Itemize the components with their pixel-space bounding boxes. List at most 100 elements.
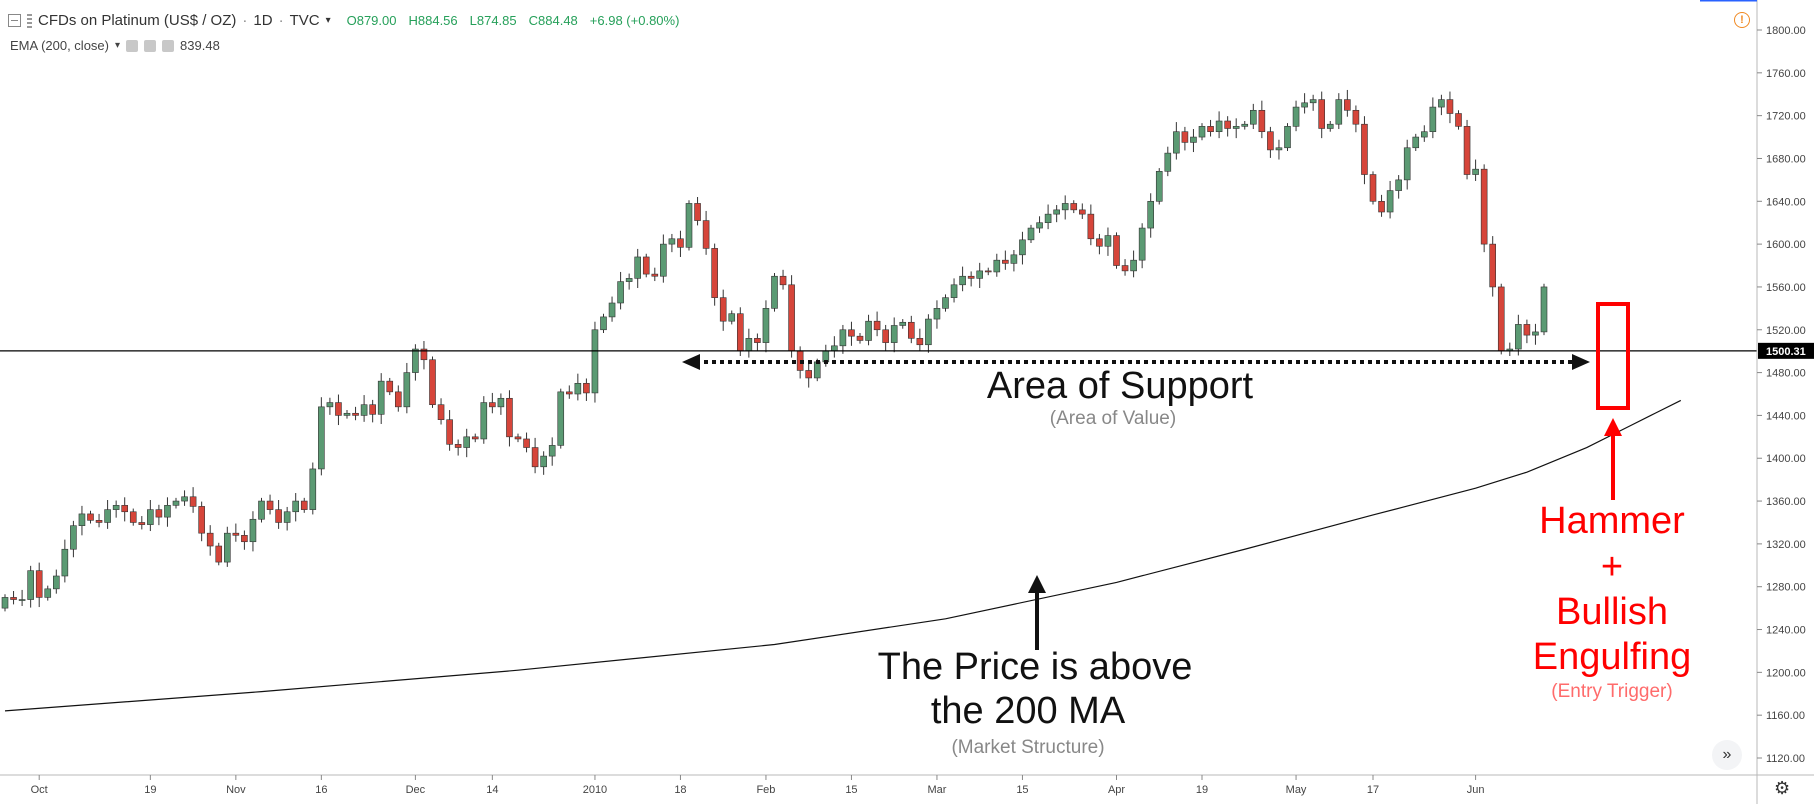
drag-handle-icon[interactable] — [27, 13, 32, 28]
x-tick-label: Dec — [406, 784, 426, 796]
candle-body — [984, 270, 992, 273]
candle-body — [206, 532, 214, 547]
candle-up — [1403, 139, 1411, 190]
candle-up — [292, 493, 300, 522]
candle-body — [241, 535, 248, 543]
interval-label[interactable]: 1D — [253, 12, 273, 29]
candle-up — [147, 499, 154, 532]
candle-down — [266, 494, 274, 515]
candle-down — [1463, 119, 1471, 180]
candle-body — [1438, 99, 1445, 108]
candle-body — [548, 445, 556, 457]
candle-down — [788, 275, 795, 358]
candle-up — [1164, 146, 1172, 177]
candle-up — [112, 500, 120, 518]
candle-body — [1421, 131, 1428, 138]
eye-icon[interactable] — [126, 39, 139, 52]
candle-body — [1532, 331, 1539, 336]
y-tick-label: 1800.00 — [1766, 25, 1806, 37]
candle-up — [181, 490, 188, 506]
chart-header: CFDs on Platinum (US$ / OZ) · 1D · TVC ▾… — [0, 0, 1752, 56]
candle-body — [1386, 190, 1394, 213]
y-tick-label: 1200.00 — [1766, 667, 1806, 679]
y-tick-label: 1680.00 — [1766, 153, 1806, 165]
chevron-down-icon[interactable]: ▾ — [325, 15, 331, 26]
candle-down — [35, 562, 43, 608]
candle-down — [719, 289, 727, 331]
candle-down — [454, 439, 462, 456]
candle-body — [865, 320, 872, 341]
candle-up — [1044, 204, 1052, 230]
candle-up — [1130, 250, 1137, 278]
candle-body — [856, 335, 864, 341]
candle-body — [506, 397, 513, 438]
y-tick-label: 1120.00 — [1766, 753, 1805, 765]
candle-body — [155, 509, 163, 518]
settings-icon[interactable] — [144, 39, 157, 52]
candle-down — [736, 307, 744, 356]
candle-down — [1480, 164, 1488, 253]
hammer-subtitle: (Entry Trigger) — [1551, 681, 1672, 702]
candle-down — [394, 385, 402, 412]
candle-body — [95, 520, 103, 523]
scroll-right-icon[interactable]: » — [1712, 740, 1742, 770]
candle-down — [907, 315, 915, 344]
y-tick-label: 1160.00 — [1766, 710, 1805, 722]
candle-down — [583, 378, 590, 401]
candle-body — [198, 506, 205, 534]
candle-down — [514, 433, 522, 443]
y-tick-label: 1760.00 — [1766, 68, 1806, 80]
candle-body — [711, 248, 718, 298]
candle-up — [1301, 93, 1308, 114]
indicator-label[interactable]: EMA (200, close) — [10, 38, 109, 53]
candle-up — [318, 397, 325, 476]
candle-down — [87, 510, 94, 524]
candle-up — [224, 526, 231, 567]
close-icon[interactable] — [162, 39, 175, 52]
gear-icon[interactable]: ⚙ — [1774, 778, 1791, 798]
candle-body — [258, 500, 265, 520]
candle-down — [1523, 319, 1531, 344]
candle-up — [1053, 205, 1060, 223]
candle-down — [848, 321, 855, 346]
symbol-title[interactable]: CFDs on Platinum (US$ / OZ) — [38, 12, 237, 29]
warning-icon[interactable]: ! — [1734, 12, 1750, 28]
candle-down — [1446, 91, 1454, 124]
y-tick-label: 1360.00 — [1766, 496, 1806, 508]
price-note-line2: the 200 MA — [931, 690, 1126, 732]
candle-up — [1019, 231, 1026, 265]
candle-body — [386, 380, 394, 393]
candle-down — [916, 328, 924, 352]
candle-up — [44, 585, 52, 601]
candle-body — [916, 338, 924, 346]
candle-body — [1053, 209, 1060, 215]
candle-up — [728, 310, 736, 325]
candle-body — [1198, 126, 1206, 138]
candle-body — [1036, 222, 1043, 229]
candle-down — [138, 516, 146, 530]
candle-down — [1455, 110, 1462, 130]
source-label[interactable]: TVC — [289, 12, 320, 29]
candle-down — [215, 542, 223, 566]
candle-up — [1010, 250, 1018, 272]
chevron-down-icon[interactable]: ▾ — [115, 40, 121, 51]
candle-up — [1275, 139, 1283, 160]
candle-up — [942, 294, 949, 312]
candle-up — [1438, 94, 1445, 116]
candle-up — [668, 233, 676, 253]
candle-body — [1147, 200, 1154, 229]
candle-body — [702, 220, 710, 249]
candle-up — [557, 388, 565, 449]
candle-up — [1198, 123, 1206, 141]
candle-up — [1147, 193, 1154, 238]
candle-body — [907, 321, 915, 339]
candle-down — [702, 210, 710, 255]
candle-body — [677, 238, 684, 248]
candle-body — [138, 522, 146, 525]
candle-up — [497, 393, 505, 415]
candle-body — [360, 404, 368, 416]
candle-body — [172, 500, 180, 506]
candle-body — [497, 397, 505, 408]
collapse-icon[interactable] — [8, 14, 21, 27]
